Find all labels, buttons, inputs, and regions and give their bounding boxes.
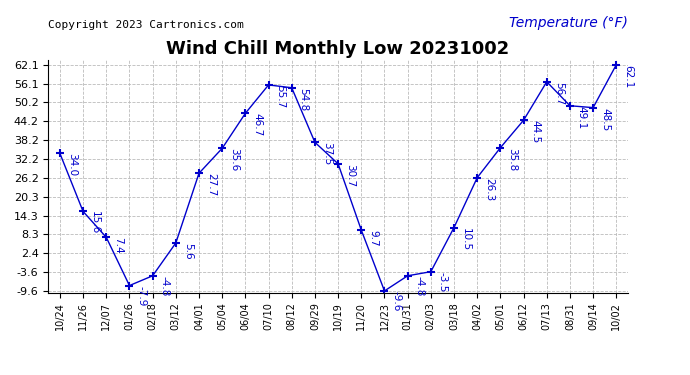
Text: 35.6: 35.6 <box>229 148 239 172</box>
Text: 48.5: 48.5 <box>600 108 610 131</box>
Text: 37.5: 37.5 <box>322 142 332 166</box>
Text: 9.7: 9.7 <box>368 230 378 247</box>
Text: -4.8: -4.8 <box>415 276 424 296</box>
Text: 56.7: 56.7 <box>553 82 564 105</box>
Title: Wind Chill Monthly Low 20231002: Wind Chill Monthly Low 20231002 <box>166 40 510 58</box>
Text: 46.7: 46.7 <box>253 113 262 136</box>
Text: 27.7: 27.7 <box>206 173 216 196</box>
Text: Temperature (°F): Temperature (°F) <box>509 16 628 30</box>
Text: 34.0: 34.0 <box>67 153 77 177</box>
Text: 15.6: 15.6 <box>90 211 100 235</box>
Text: 62.1: 62.1 <box>623 65 633 88</box>
Text: 55.7: 55.7 <box>275 85 286 108</box>
Text: 49.1: 49.1 <box>577 106 587 129</box>
Text: 35.8: 35.8 <box>507 148 518 171</box>
Text: -9.6: -9.6 <box>391 291 402 311</box>
Text: -3.5: -3.5 <box>437 272 448 292</box>
Text: 10.5: 10.5 <box>461 228 471 251</box>
Text: Copyright 2023 Cartronics.com: Copyright 2023 Cartronics.com <box>48 20 244 30</box>
Text: 26.3: 26.3 <box>484 178 494 201</box>
Text: 54.8: 54.8 <box>299 88 308 111</box>
Text: 44.5: 44.5 <box>531 120 540 144</box>
Text: 5.6: 5.6 <box>183 243 193 260</box>
Text: -4.8: -4.8 <box>159 276 170 296</box>
Text: 30.7: 30.7 <box>345 164 355 187</box>
Text: -7.9: -7.9 <box>137 285 146 306</box>
Text: 7.4: 7.4 <box>113 237 124 254</box>
